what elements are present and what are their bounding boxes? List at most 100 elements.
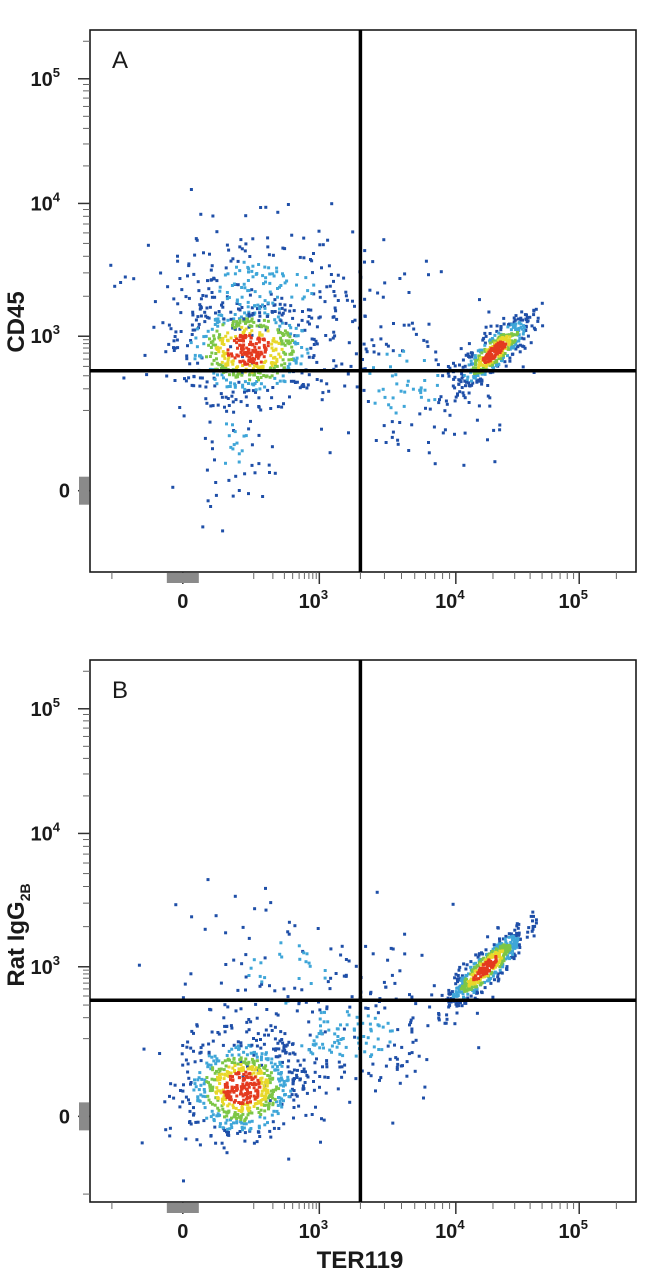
event-dot [233, 1069, 236, 1073]
event-dot [477, 358, 481, 362]
event-dot [266, 236, 270, 240]
event-dot [258, 295, 262, 299]
event-dot [272, 1126, 276, 1130]
event-dot [518, 937, 522, 941]
event-dot [227, 1109, 231, 1113]
event-dot [263, 385, 267, 389]
event-dot [199, 1059, 203, 1063]
event-dot [275, 364, 279, 368]
event-dot [237, 460, 241, 464]
event-dot [190, 333, 194, 336]
event-dot [314, 1105, 317, 1109]
event-dot [254, 348, 258, 352]
event-dot [483, 358, 487, 361]
event-dot [504, 934, 508, 938]
event-dot [229, 1098, 233, 1102]
event-dot [187, 296, 191, 300]
event-dot [470, 353, 474, 357]
event-dot [390, 1029, 394, 1033]
event-dot [223, 1024, 227, 1028]
event-dot [257, 1082, 261, 1086]
event-dot [208, 337, 211, 341]
event-dot [254, 342, 258, 346]
event-dot [466, 986, 470, 990]
event-dot [229, 1024, 233, 1028]
event-dot [216, 1098, 220, 1102]
event-dot [241, 1128, 244, 1132]
event-dot [226, 360, 230, 364]
event-dot [240, 1092, 244, 1096]
event-dot [185, 357, 189, 361]
event-dot [234, 1072, 238, 1076]
event-dot [300, 318, 304, 322]
event-dot [504, 952, 508, 956]
event-dot [178, 1105, 182, 1109]
event-dot [315, 1035, 319, 1039]
event-dot [433, 462, 437, 466]
event-dot [287, 1157, 291, 1161]
event-dot [301, 1087, 305, 1091]
event-dot [266, 1121, 269, 1125]
event-dot [230, 284, 234, 287]
event-dot [250, 329, 254, 333]
event-dot [403, 952, 407, 956]
event-dot [312, 1088, 316, 1092]
event-dot [377, 1048, 381, 1051]
event-dot [240, 247, 244, 251]
event-dot [266, 1091, 270, 1095]
event-dot [382, 980, 386, 984]
event-dot [238, 327, 242, 331]
event-dot [482, 336, 486, 340]
event-dot [224, 963, 228, 966]
event-dot [189, 341, 193, 345]
event-dot [214, 343, 218, 347]
event-dot [194, 1085, 198, 1089]
event-dot [219, 392, 223, 396]
event-dot [366, 400, 370, 403]
event-dot [267, 1104, 271, 1108]
event-dot [248, 1067, 252, 1071]
event-dot [271, 272, 275, 276]
event-dot [236, 283, 240, 287]
event-dot [292, 1068, 296, 1072]
event-dot [199, 1083, 203, 1087]
event-dot [518, 343, 522, 347]
event-dot [506, 354, 509, 358]
event-dot [454, 990, 458, 994]
event-dot [460, 376, 464, 380]
event-dot [484, 325, 488, 329]
event-dot [479, 968, 483, 972]
event-dot [210, 1088, 214, 1092]
event-dot [469, 359, 473, 363]
event-dot [269, 354, 273, 358]
event-dot [410, 423, 414, 427]
event-dot [323, 1075, 327, 1079]
event-dot [259, 1099, 263, 1102]
event-dot [215, 230, 219, 234]
event-dot [491, 365, 494, 369]
event-dot [510, 323, 514, 327]
event-dot [512, 955, 515, 959]
event-dot [485, 979, 489, 983]
event-dot [239, 1060, 243, 1064]
event-dot [323, 1010, 326, 1014]
event-dot [216, 324, 220, 328]
event-dot [242, 1086, 246, 1090]
event-dot [250, 382, 254, 386]
event-dot [319, 1024, 322, 1028]
event-dot [250, 1119, 254, 1123]
event-dot [483, 968, 486, 971]
event-dot [527, 926, 531, 930]
event-dot [377, 389, 381, 393]
panel-a-frame [89, 29, 637, 573]
event-dot [520, 336, 524, 340]
event-dot [174, 346, 178, 350]
event-dot [291, 339, 294, 342]
event-dot [294, 334, 298, 338]
event-dot [446, 371, 450, 375]
event-dot [290, 1071, 294, 1075]
event-dot [221, 1107, 225, 1111]
event-dot [257, 263, 261, 266]
event-dot [214, 1078, 218, 1082]
event-dot [247, 310, 251, 314]
